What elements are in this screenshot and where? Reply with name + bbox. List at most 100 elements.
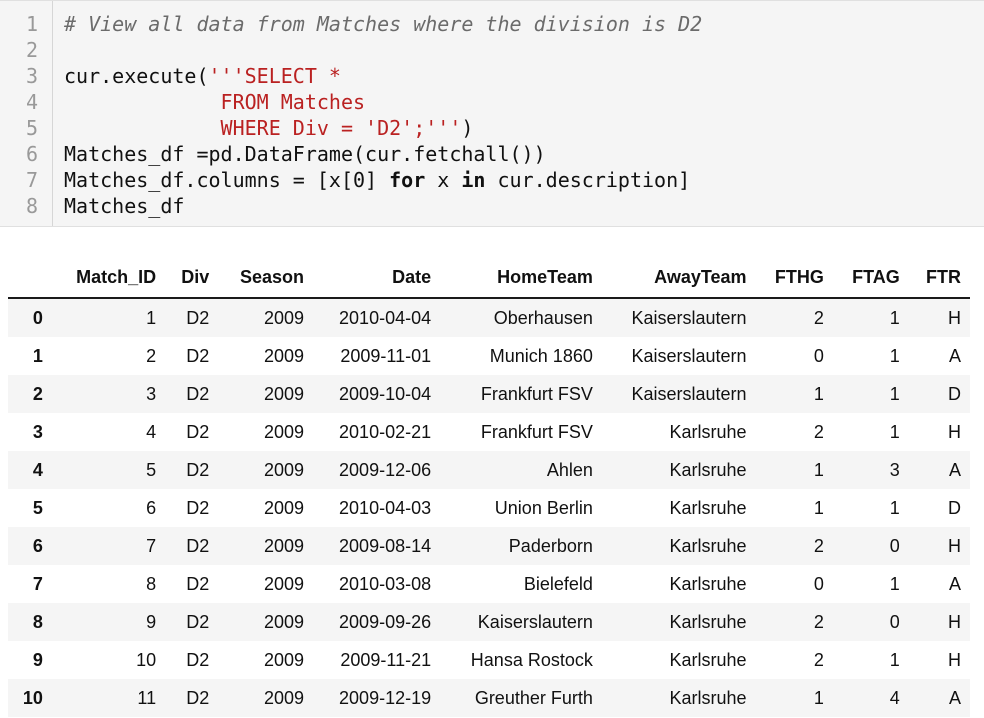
table-cell: 1 (813, 687, 824, 708)
table-cell: 2 (813, 649, 824, 670)
column-header: Season (218, 258, 313, 299)
table-cell: Kaiserslautern (631, 383, 747, 404)
table-cell: 2010-04-03 (339, 497, 432, 518)
table-row: 2 3 D2 2009 2009-10-04 Frankfurt FSV Kaisersla… (8, 375, 970, 413)
line-number-gutter (0, 1, 53, 226)
table-cell: Bielefeld (523, 573, 593, 594)
table-cell: 2010-04-04 (339, 307, 432, 328)
code-cell[interactable]: 1 # View all data from Matches where the … (0, 0, 984, 227)
table-cell: H (948, 649, 961, 670)
table-row: 8 9 D2 2009 2009-09-26 Kaiserslautern Karlsruh… (8, 603, 970, 641)
code-keyword: for (389, 168, 426, 192)
code-token: ) (461, 116, 474, 140)
table-cell: Karlsruhe (669, 649, 747, 670)
row-index: 9 (32, 649, 43, 670)
table-row: 5 6 D2 2009 2010-04-03 Union Berlin Karlsruhe 1… (8, 489, 970, 527)
line-number: 2 (25, 38, 38, 62)
table-cell: A (948, 573, 961, 594)
code-string: WHERE Div = 'D2';''' (220, 116, 462, 140)
table-cell: Frankfurt FSV (480, 421, 593, 442)
dataframe-output-table: Match_ID Div Season Date HomeTeam AwayTeam FTH… (8, 258, 970, 717)
table-cell: 2009 (263, 611, 304, 632)
table-cell: D2 (186, 383, 210, 404)
code-token (64, 90, 221, 114)
table-cell: 2009-12-06 (339, 459, 432, 480)
line-number: 5 (25, 116, 38, 140)
column-header: AwayTeam (601, 258, 756, 299)
code-text: WHERE Div = 'D2';''') (64, 115, 474, 141)
table-cell: Karlsruhe (669, 421, 747, 442)
code-keyword: in (461, 168, 486, 192)
table-cell: 1 (889, 649, 900, 670)
table-cell: Karlsruhe (669, 497, 747, 518)
table-cell: H (948, 535, 961, 556)
row-index: 2 (32, 383, 43, 404)
table-row: 6 7 D2 2009 2009-08-14 Paderborn Karlsruhe 2 0 H (8, 527, 970, 565)
table-cell: Karlsruhe (669, 573, 747, 594)
table-cell: 6 (146, 497, 157, 518)
table-cell: 2009 (263, 459, 304, 480)
table-cell: A (948, 687, 961, 708)
table-cell: Kaiserslautern (477, 611, 593, 632)
table-cell: 0 (813, 345, 824, 366)
table-cell: 1 (813, 459, 824, 480)
table-cell: 2 (146, 345, 157, 366)
column-header: HomeTeam (440, 258, 602, 299)
code-text: Matches_df =pd.DataFrame(cur.fetchall()) (64, 141, 546, 167)
table-cell: H (948, 421, 961, 442)
table-cell: H (948, 307, 961, 328)
table-cell: D2 (186, 573, 210, 594)
table-cell: 1 (889, 383, 900, 404)
table-cell: D2 (186, 649, 210, 670)
table-cell: D2 (186, 687, 210, 708)
table-row: 0 1 D2 2009 2010-04-04 Oberhausen Kaiserslaute… (8, 298, 970, 337)
table-cell: D2 (186, 345, 210, 366)
row-index: 0 (32, 307, 43, 328)
table-cell: Karlsruhe (669, 687, 747, 708)
table-cell: 2 (813, 421, 824, 442)
code-string: '''SELECT * (208, 64, 341, 88)
table-cell: 2009-10-04 (339, 383, 432, 404)
table-row: 3 4 D2 2009 2010-02-21 Frankfurt FSV Karlsruhe… (8, 413, 970, 451)
table-cell: 2009-11-21 (340, 649, 432, 670)
table-cell: 1 (813, 383, 824, 404)
line-number: 7 (25, 168, 38, 192)
table-cell: 0 (813, 573, 824, 594)
table-cell: 1 (889, 421, 900, 442)
table-cell: D2 (186, 497, 210, 518)
row-index: 1 (32, 345, 43, 366)
row-index: 6 (32, 535, 43, 556)
table-cell: A (948, 345, 961, 366)
table-cell: 4 (889, 687, 900, 708)
table-row: 9 10 D2 2009 2009-11-21 Hansa Rostock Karlsruh… (8, 641, 970, 679)
table-cell: Karlsruhe (669, 459, 747, 480)
table-cell: 2009 (263, 421, 304, 442)
table-cell: 3 (889, 459, 900, 480)
table-cell: 2 (813, 611, 824, 632)
code-text: FROM Matches (64, 89, 366, 115)
table-cell: 9 (146, 611, 157, 632)
code-token (64, 116, 221, 140)
table-cell: 2 (813, 307, 824, 328)
line-number: 3 (25, 64, 38, 88)
table-cell: 2009-08-14 (339, 535, 432, 556)
row-index: 3 (32, 421, 43, 442)
table-row: 7 8 D2 2009 2010-03-08 Bielefeld Karlsruhe 0 1 A (8, 565, 970, 603)
table-cell: A (948, 459, 961, 480)
table-cell: D2 (186, 611, 210, 632)
table-cell: 1 (889, 307, 900, 328)
table-cell: 5 (146, 459, 157, 480)
table-body: 0 1 D2 2009 2010-04-04 Oberhausen Kaiserslaute… (8, 298, 970, 717)
line-number: 1 (25, 12, 38, 36)
line-number: 8 (25, 194, 38, 218)
table-cell: D2 (186, 535, 210, 556)
code-text: Matches_df.columns = [x[0] for x in cur.… (64, 167, 690, 193)
code-text: cur.execute('''SELECT * (64, 63, 341, 89)
table-row: 1 2 D2 2009 2009-11-01 Munich 1860 Kaiserslaut… (8, 337, 970, 375)
table-cell: 2009 (263, 649, 304, 670)
code-token: Matches_df (64, 194, 185, 218)
code-token: cur.execute( (64, 64, 209, 88)
table-cell: Karlsruhe (669, 611, 747, 632)
table-cell: Hansa Rostock (470, 649, 593, 670)
table-cell: Kaiserslautern (631, 345, 747, 366)
